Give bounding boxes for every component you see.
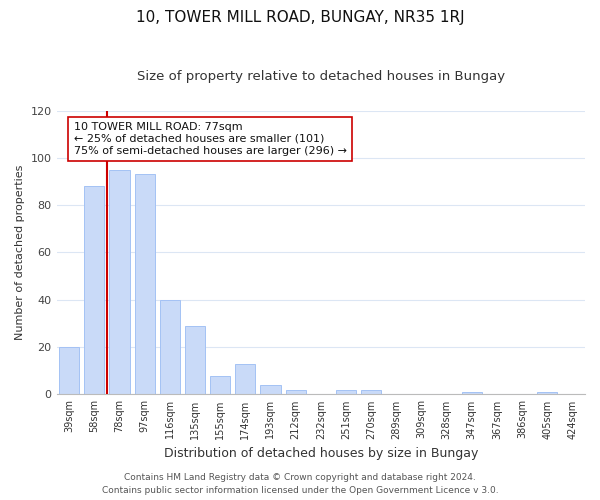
Bar — [260, 385, 281, 394]
Title: Size of property relative to detached houses in Bungay: Size of property relative to detached ho… — [137, 70, 505, 83]
Text: 10, TOWER MILL ROAD, BUNGAY, NR35 1RJ: 10, TOWER MILL ROAD, BUNGAY, NR35 1RJ — [136, 10, 464, 25]
Bar — [134, 174, 155, 394]
Bar — [84, 186, 104, 394]
Bar — [109, 170, 130, 394]
X-axis label: Distribution of detached houses by size in Bungay: Distribution of detached houses by size … — [164, 447, 478, 460]
Bar — [286, 390, 305, 394]
Bar — [235, 364, 256, 394]
Bar — [210, 376, 230, 394]
Bar — [361, 390, 381, 394]
Text: 10 TOWER MILL ROAD: 77sqm
← 25% of detached houses are smaller (101)
75% of semi: 10 TOWER MILL ROAD: 77sqm ← 25% of detac… — [74, 122, 347, 156]
Text: Contains HM Land Registry data © Crown copyright and database right 2024.
Contai: Contains HM Land Registry data © Crown c… — [101, 474, 499, 495]
Bar — [537, 392, 557, 394]
Bar — [185, 326, 205, 394]
Bar — [160, 300, 180, 394]
Bar — [461, 392, 482, 394]
Bar — [59, 347, 79, 395]
Bar — [336, 390, 356, 394]
Y-axis label: Number of detached properties: Number of detached properties — [15, 165, 25, 340]
